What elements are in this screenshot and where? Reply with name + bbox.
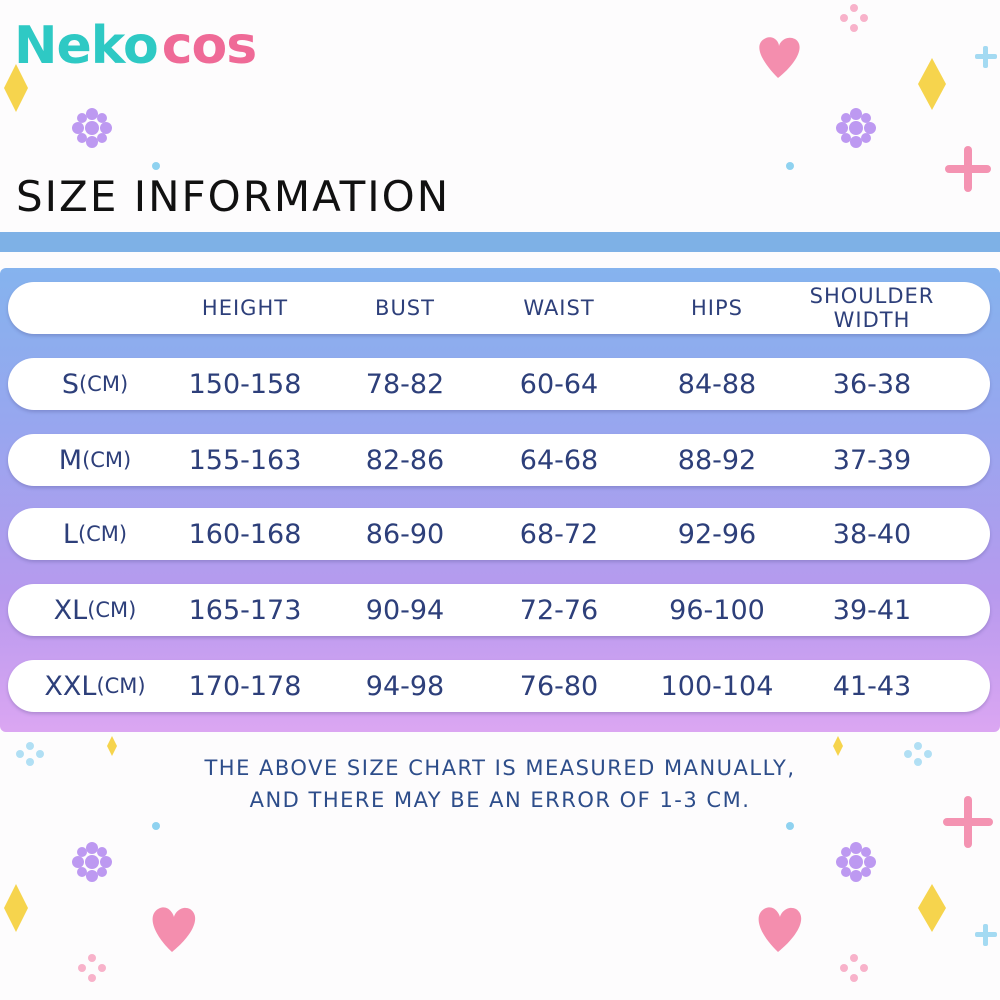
logo-text-neko: Neko [14,16,159,76]
small-plus-icon [975,924,997,946]
table-cell: 96-100 [669,594,765,626]
header-cell-waist: WAIST [523,296,595,320]
sparkle-icon [833,736,843,756]
size-unit: (CM) [77,522,128,546]
size-label: XXL (CM) [20,660,170,712]
note-line-2: AND THERE MAY BE AN ERROR OF 1-3 CM. [249,788,751,812]
page-title: SIZE INFORMATION [16,172,451,221]
table-cell: 90-94 [365,594,445,626]
header-cell-height: HEIGHT [201,296,289,320]
table-cell: 38-40 [832,518,912,550]
table-cell: 94-98 [365,670,445,702]
small-flower-icon [16,742,44,766]
watermark: NEKOCOS [337,738,663,808]
table-header-row: HEIGHT BUST WAIST HIPS SHOULDER WIDTH [8,282,990,334]
table-cell: 60-64 [519,368,599,400]
table-cell: 78-82 [365,368,445,400]
note-line-1: THE ABOVE SIZE CHART IS MEASURED MANUALL… [204,756,796,780]
size-letter: XXL [44,670,97,702]
flower-icon [836,108,876,148]
size-letter: L [62,518,78,550]
table-cell: 92-96 [677,518,757,550]
table-row: M (CM) 155-163 82-86 64-68 88-92 37-39 [8,434,990,486]
brand-logo: Nekocos [14,14,257,78]
table-cell: 82-86 [365,444,445,476]
table-cell: 41-43 [832,670,912,702]
table-row: L (CM) 160-168 86-90 68-72 92-96 38-40 [8,508,990,560]
table-cell: 64-68 [519,444,599,476]
small-flower-icon [78,954,106,982]
table-cell: 155-163 [188,444,302,476]
table-row: XL (CM) 165-173 90-94 72-76 96-100 39-41 [8,584,990,636]
sparkle-icon [918,884,946,932]
table-row: S (CM) 150-158 78-82 60-64 84-88 36-38 [8,358,990,410]
table-cell: 86-90 [365,518,445,550]
table-cell: 150-158 [188,368,302,400]
table-cell: 100-104 [660,670,774,702]
size-unit: (CM) [82,448,132,472]
flower-icon [836,842,876,882]
small-flower-icon [840,954,868,982]
size-unit: (CM) [87,598,137,622]
size-letter: XL [53,594,88,626]
small-plus-icon [975,46,997,68]
table-cell: 68-72 [519,518,599,550]
table-cell: 37-39 [832,444,912,476]
logo-text-cos: cos [161,16,257,76]
size-unit: (CM) [96,674,146,698]
size-label: XL (CM) [20,584,170,636]
header-cell [20,282,170,334]
size-letter: S [61,368,79,400]
header-cell-shoulder-width: SHOULDER WIDTH [809,284,935,332]
table-cell: 88-92 [677,444,757,476]
header-cell-bust: BUST [375,296,435,320]
heart-icon [758,907,802,952]
dot-icon [152,822,160,830]
size-label: L (CM) [20,508,170,560]
size-table-panel: NEKOCOS HEIGHT BUST WAIST HIPS SHOULDER … [0,268,1000,808]
table-cell: 76-80 [519,670,599,702]
table-row: XXL (CM) 170-178 94-98 76-80 100-104 41-4… [8,660,990,712]
dot-icon [786,162,794,170]
table-cell: 39-41 [832,594,912,626]
size-unit: (CM) [78,372,129,396]
heart-icon [759,37,800,78]
plus-icon [943,796,993,848]
sparkle-icon [4,884,28,932]
flower-icon [72,842,112,882]
size-label: M (CM) [20,434,170,486]
flower-icon [72,108,112,148]
table-cell: 72-76 [519,594,599,626]
table-cell: 170-178 [188,670,302,702]
table-cell: 36-38 [832,368,912,400]
size-label: S (CM) [20,358,170,410]
heart-icon [152,907,196,952]
table-cell: 160-168 [188,518,302,550]
size-letter: M [58,444,83,476]
measurement-note: THE ABOVE SIZE CHART IS MEASURED MANUALL… [180,752,820,816]
dot-icon [786,822,794,830]
dot-icon [152,162,160,170]
small-flower-icon [840,4,868,32]
sparkle-icon [107,736,117,756]
title-divider-bar [0,232,1000,252]
table-cell: 84-88 [677,368,757,400]
plus-icon [945,146,991,192]
table-cell: 165-173 [188,594,302,626]
header-cell-hips: HIPS [691,296,743,320]
sparkle-icon [918,58,946,110]
small-flower-icon [904,742,932,766]
